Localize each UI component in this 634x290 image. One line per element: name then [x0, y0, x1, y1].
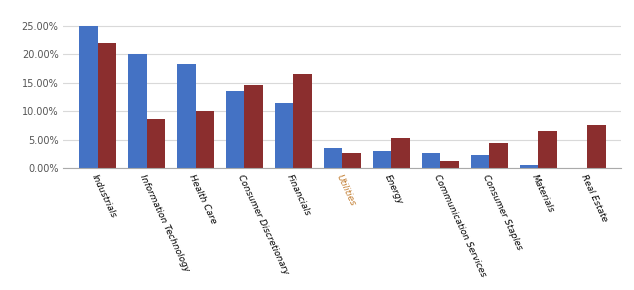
Bar [195, 111, 214, 168]
Bar [519, 165, 538, 168]
Bar [245, 85, 263, 168]
Bar [440, 161, 459, 168]
Bar [128, 54, 146, 168]
Bar [226, 91, 245, 168]
Bar [470, 155, 489, 168]
Bar [275, 103, 294, 168]
Bar [587, 125, 605, 168]
Bar [177, 64, 195, 168]
Bar [146, 119, 165, 168]
Bar [489, 143, 508, 168]
Bar [538, 130, 557, 168]
Bar [422, 153, 440, 168]
Bar [294, 74, 312, 168]
Bar [98, 43, 116, 168]
Bar [391, 138, 410, 168]
Bar [79, 26, 98, 168]
Bar [373, 151, 391, 168]
Bar [324, 148, 342, 168]
Bar [342, 153, 361, 168]
